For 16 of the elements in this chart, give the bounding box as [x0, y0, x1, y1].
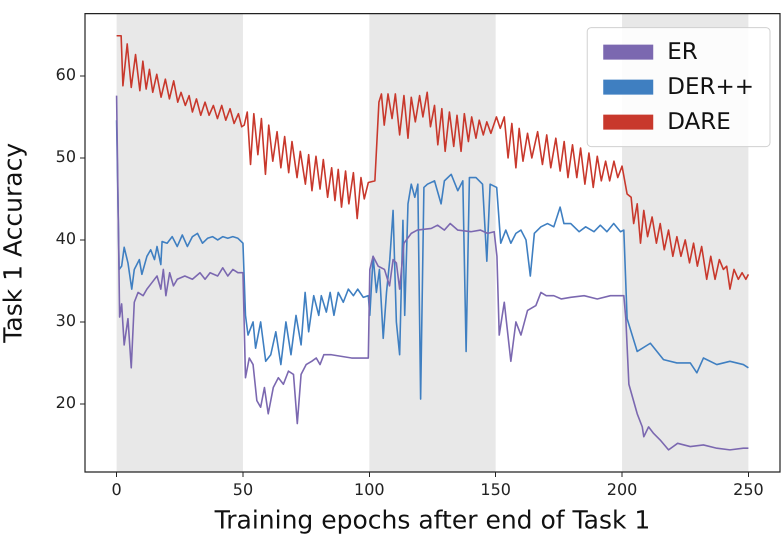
y-tick-label: 30 — [56, 311, 76, 330]
y-axis-title: Task 1 Accuracy — [0, 142, 28, 344]
y-tick-label: 20 — [56, 393, 76, 412]
x-axis-title: Training epochs after end of Task 1 — [214, 506, 650, 534]
x-tick-label: 0 — [111, 480, 122, 499]
x-tick-label: 250 — [733, 480, 764, 499]
legend-label: DER++ — [667, 74, 754, 100]
x-tick-label: 100 — [354, 480, 385, 499]
y-tick-label: 60 — [56, 65, 76, 84]
y-tick-label: 40 — [56, 229, 76, 248]
y-tick-label: 50 — [56, 147, 76, 166]
legend-label: ER — [667, 39, 698, 66]
legend-label: DARE — [667, 109, 731, 136]
x-tick-label: 150 — [480, 480, 511, 499]
x-tick-label: 50 — [232, 480, 254, 499]
x-tick-label: 200 — [606, 480, 638, 499]
